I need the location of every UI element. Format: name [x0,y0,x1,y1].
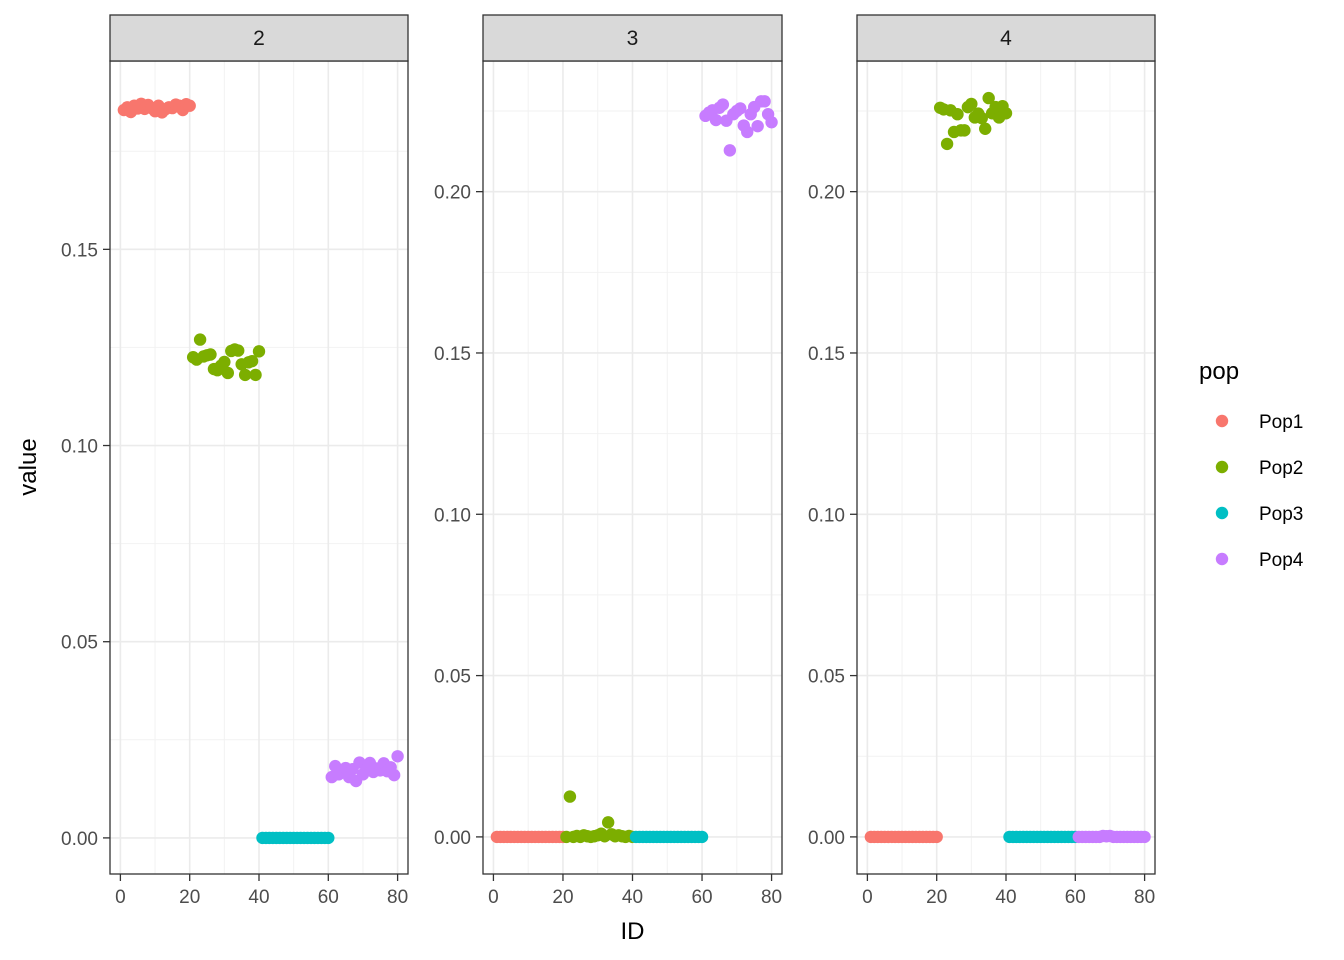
y-tick-label: 0.10 [61,437,98,458]
legend-key-pop4 [1215,552,1229,566]
y-tick-label: 0.20 [808,183,845,204]
y-tick-label: 0.05 [808,667,845,688]
data-point-pop2 [238,368,252,382]
x-tick-label: 0 [488,887,499,908]
y-tick-label: 0.10 [808,505,845,526]
data-point-pop4 [391,750,404,763]
data-point-pop2 [249,368,262,382]
y-tick-label: 0.05 [61,633,98,654]
facet-strip-label: 4 [1000,27,1012,50]
x-axis-title: ID [621,918,645,945]
data-point-pop4 [1138,830,1151,844]
legend-label-pop3: Pop3 [1259,504,1303,525]
legend-key-pop2 [1215,460,1229,474]
facet-strip-label: 2 [253,27,265,50]
facet-strip [109,14,409,62]
data-point-pop2 [958,124,971,137]
y-tick-label: 0.15 [61,240,98,261]
data-point-pop4 [723,144,737,157]
data-point-pop2 [940,137,954,151]
data-point-pop2 [252,345,266,358]
x-tick-label: 60 [318,887,339,908]
data-point-pop2 [245,354,259,368]
facet-panel-4: 40 20 40 60 800.000.050.100.150.20 [808,14,1156,908]
data-point-pop2 [204,348,217,361]
data-point-pop2 [193,333,207,346]
data-point-pop3 [322,831,335,845]
x-tick-label: 40 [995,887,1016,908]
facet-strip [482,14,783,62]
data-point-pop4 [709,113,723,127]
y-tick-label: 0.20 [434,183,471,204]
y-tick-label: 0.00 [434,828,471,849]
y-tick-label: 0.10 [434,505,471,526]
data-point-pop2 [979,122,992,135]
x-tick-label: 20 [926,887,947,908]
x-tick-label: 20 [179,887,200,908]
x-tick-label: 80 [761,887,782,908]
legend-key-pop3 [1215,506,1229,520]
legend-label-pop4: Pop4 [1259,550,1304,571]
legend-label-pop1: Pop1 [1259,412,1303,433]
y-axis-title: value [15,438,42,495]
data-point-pop4 [758,95,771,108]
x-tick-label: 60 [1065,887,1086,908]
data-point-pop2 [951,108,964,121]
legend-key-pop1 [1215,414,1229,428]
y-tick-label: 0.15 [434,344,471,365]
data-point-pop2 [982,91,995,105]
data-point-pop4 [734,102,747,115]
y-tick-label: 0.00 [61,829,98,850]
legend-title: pop [1199,358,1239,385]
x-tick-label: 80 [387,887,408,908]
facet-strip [856,14,1156,62]
legend-label-pop2: Pop2 [1259,458,1303,479]
facet-panel-2: 20 20 40 60 800.000.050.100.15 [61,14,409,908]
x-tick-label: 60 [691,887,712,908]
data-point-pop2 [221,366,235,380]
data-point-pop1 [930,830,943,844]
data-point-pop2 [563,790,577,803]
x-tick-label: 80 [1134,887,1155,908]
x-tick-label: 40 [622,887,643,908]
data-point-pop2 [218,355,231,369]
y-tick-label: 0.00 [808,828,845,849]
data-point-pop2 [975,111,988,125]
legend: pop Pop1 Pop2 Pop3 Pop4 [1199,358,1304,571]
data-point-pop4 [387,768,401,782]
facet-panel-3: 3 0 20 40 60 80 0.00 0.05 0.10 0.15 0.20 [434,14,783,908]
data-point-pop4 [751,119,764,133]
data-point-pop2 [232,344,245,357]
data-point-pop1 [183,99,196,112]
data-point-pop2 [965,97,978,111]
data-point-pop4 [716,98,730,111]
data-point-pop4 [741,125,754,139]
x-tick-label: 20 [552,887,573,908]
facet-strip-label: 3 [627,27,639,50]
x-tick-label: 0 [115,887,126,908]
y-tick-label: 0.15 [808,344,845,365]
data-point-pop4 [765,116,778,129]
data-point-pop2 [999,107,1013,120]
y-tick-label: 0.05 [434,667,471,688]
data-point-pop3 [695,830,709,844]
data-point-pop2 [601,816,615,829]
x-tick-label: 0 [862,887,873,908]
x-tick-label: 40 [248,887,269,908]
